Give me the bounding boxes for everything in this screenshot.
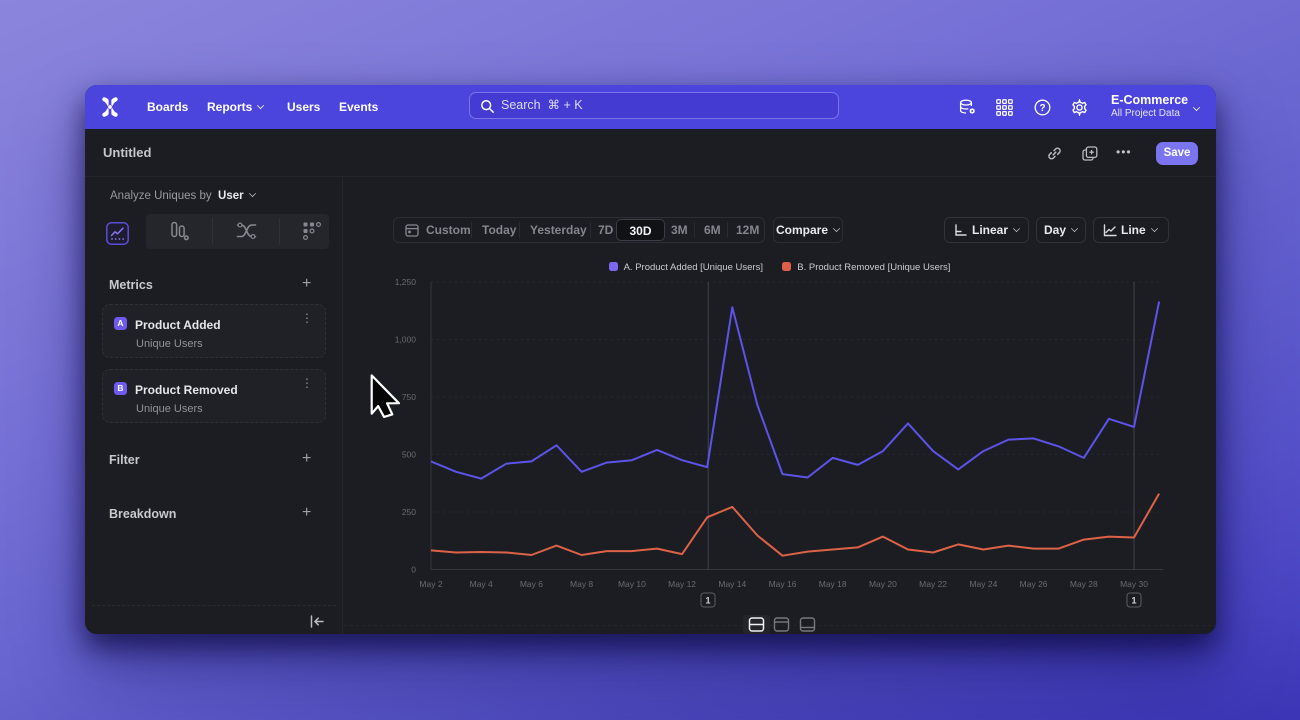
svg-text:May 4: May 4	[470, 579, 493, 589]
svg-text:500: 500	[402, 450, 416, 460]
svg-text:1: 1	[1131, 596, 1136, 606]
svg-text:May 30: May 30	[1120, 579, 1148, 589]
svg-text:May 6: May 6	[520, 579, 543, 589]
svg-text:1,250: 1,250	[395, 277, 417, 287]
svg-text:May 8: May 8	[570, 579, 593, 589]
svg-text:May 28: May 28	[1070, 579, 1098, 589]
svg-text:750: 750	[402, 392, 416, 402]
svg-text:May 18: May 18	[819, 579, 847, 589]
svg-text:May 20: May 20	[869, 579, 897, 589]
svg-text:May 24: May 24	[969, 579, 997, 589]
svg-text:0: 0	[411, 565, 416, 575]
svg-text:May 16: May 16	[769, 579, 797, 589]
svg-text:May 12: May 12	[668, 579, 696, 589]
svg-text:May 2: May 2	[419, 579, 442, 589]
svg-text:May 26: May 26	[1020, 579, 1048, 589]
svg-text:May 10: May 10	[618, 579, 646, 589]
svg-text:1: 1	[705, 596, 710, 606]
svg-text:May 22: May 22	[919, 579, 947, 589]
svg-text:1,000: 1,000	[395, 335, 417, 345]
svg-text:May 14: May 14	[718, 579, 746, 589]
svg-text:?: ?	[1039, 103, 1045, 114]
svg-text:250: 250	[402, 507, 416, 517]
